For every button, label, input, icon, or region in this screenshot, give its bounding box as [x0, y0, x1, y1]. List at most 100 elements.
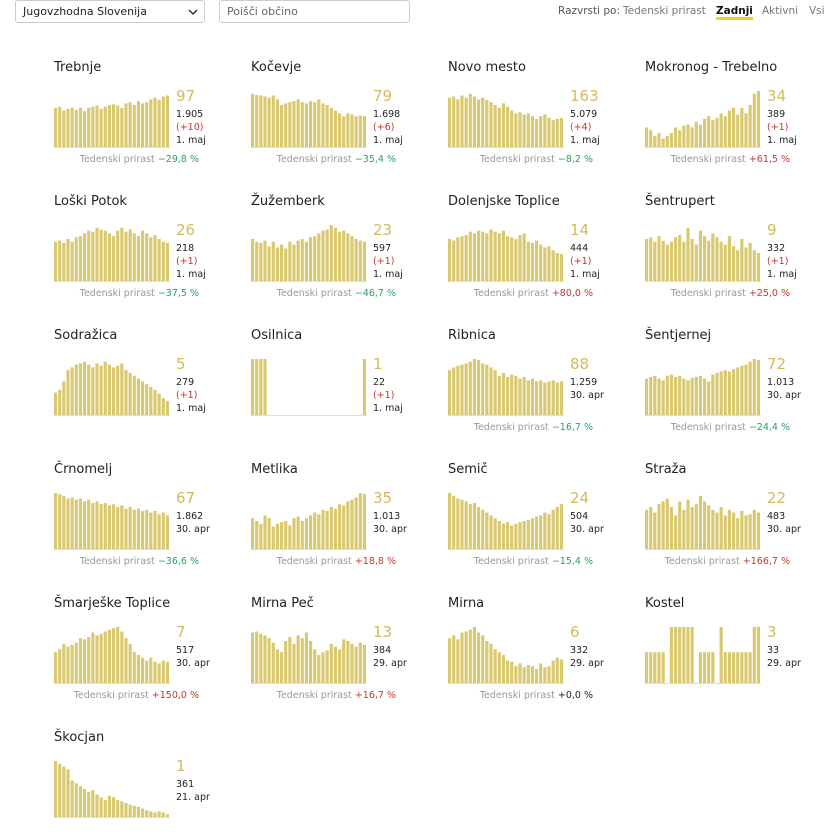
bar: [485, 641, 489, 683]
bar: [271, 642, 275, 683]
total: 361: [176, 779, 195, 790]
bar: [91, 367, 95, 415]
bar: [723, 652, 727, 683]
bar: [58, 389, 62, 415]
bar: [514, 375, 518, 415]
sparkline: [448, 493, 564, 550]
sparkline: [448, 359, 564, 416]
bar: [481, 509, 485, 549]
bar: [120, 505, 124, 549]
bar: [346, 113, 350, 147]
bar: [645, 652, 649, 683]
bar: [309, 101, 313, 147]
bar: [657, 652, 661, 683]
bar: [661, 240, 665, 281]
region-select[interactable]: Jugovzhodna Slovenija: [15, 0, 205, 23]
bar: [736, 114, 740, 147]
bar: [719, 627, 723, 683]
bar: [304, 103, 308, 147]
bar: [358, 493, 362, 549]
bar: [506, 376, 510, 415]
bar: [292, 518, 296, 549]
bar: [107, 233, 111, 281]
bar: [472, 233, 476, 281]
latest-value: 97: [176, 87, 196, 105]
bar: [657, 133, 661, 147]
bar: [251, 239, 255, 281]
bar: [452, 635, 456, 683]
bar: [165, 814, 169, 817]
sort-option[interactable]: Vsi: [809, 5, 825, 17]
bar: [103, 230, 107, 281]
search-box[interactable]: Poišči občino: [219, 0, 410, 23]
bar: [522, 114, 526, 147]
bar: [719, 371, 723, 415]
date: 29. apr: [373, 658, 407, 669]
total: 1.013: [373, 511, 401, 522]
card-title: Šentrupert: [645, 194, 715, 209]
growth-value: +61,5 %: [748, 154, 790, 165]
bar: [719, 507, 723, 549]
bar: [251, 632, 255, 683]
bar: [752, 359, 756, 415]
total: 1.698: [373, 109, 401, 120]
bar: [744, 364, 748, 415]
card-title: Črnomelj: [54, 462, 113, 477]
bar: [54, 392, 58, 415]
bar: [120, 107, 124, 147]
bar: [66, 646, 70, 683]
growth-label: Tedenski prirast: [79, 556, 155, 567]
card-title: Osilnica: [251, 328, 303, 343]
bar: [128, 643, 132, 683]
bar: [70, 241, 74, 281]
bar: [559, 659, 563, 683]
sort-option[interactable]: Zadnji: [716, 5, 753, 20]
total: 279: [176, 377, 195, 388]
bar: [518, 235, 522, 281]
date: 30. apr: [767, 390, 801, 401]
bar: [669, 374, 673, 415]
bar: [703, 119, 707, 147]
bar: [161, 398, 165, 415]
bar: [506, 106, 510, 147]
bar: [678, 627, 682, 683]
bar: [669, 241, 673, 281]
bar: [263, 240, 267, 281]
bar: [472, 359, 476, 415]
bar: [346, 233, 350, 281]
bar: [78, 236, 82, 281]
bar: [682, 378, 686, 415]
bar: [87, 791, 91, 817]
bar: [120, 631, 124, 683]
bar: [83, 111, 87, 147]
bar: [267, 518, 271, 549]
bar: [74, 642, 78, 683]
sort-option[interactable]: Tedenski prirast: [623, 5, 706, 17]
bar: [686, 380, 690, 415]
bar: [66, 370, 70, 415]
growth-label: Tedenski prirast: [479, 154, 555, 165]
bar: [271, 95, 275, 147]
bar: [468, 93, 472, 147]
bar: [296, 635, 300, 683]
sparkline: [54, 227, 170, 282]
bar: [526, 241, 530, 281]
total: 332: [767, 243, 786, 254]
bar: [350, 236, 354, 281]
bar: [493, 649, 497, 683]
bar: [711, 120, 715, 147]
bar: [501, 655, 505, 683]
bar: [259, 95, 263, 147]
bar: [58, 763, 62, 817]
sort-option[interactable]: Aktivni: [762, 5, 799, 17]
date: 29. apr: [570, 658, 604, 669]
bar: [165, 401, 169, 415]
region-value: Jugovzhodna Slovenija: [23, 5, 147, 18]
date: 30. apr: [373, 524, 407, 535]
sparkline: [645, 359, 761, 416]
bar: [732, 107, 736, 147]
bar: [460, 95, 464, 147]
bar: [103, 106, 107, 147]
bar: [255, 631, 259, 683]
bar: [284, 521, 288, 549]
